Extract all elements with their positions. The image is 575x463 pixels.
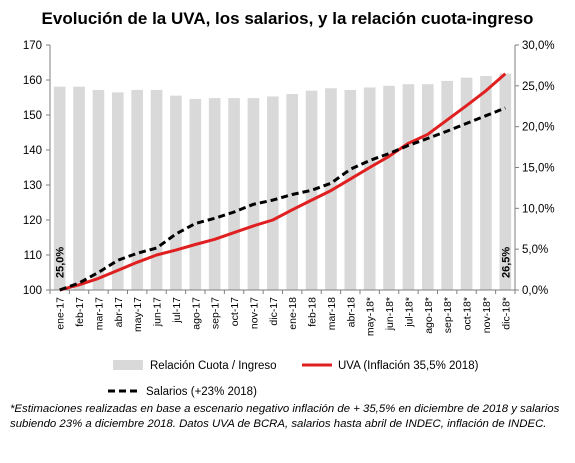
right-axis-tick-label: 10,0% bbox=[522, 203, 555, 215]
bar bbox=[286, 94, 298, 290]
left-axis-tick-label: 140 bbox=[23, 145, 42, 157]
legend-label-bars: Relación Cuota / Ingreso bbox=[150, 360, 277, 372]
bar bbox=[247, 98, 260, 290]
bar bbox=[460, 77, 473, 291]
x-axis-tick-label: jul-17 bbox=[171, 297, 183, 324]
x-axis-tick-label: jun-18* bbox=[384, 297, 396, 331]
bar bbox=[305, 90, 318, 290]
right-axis-tick-label: 15,0% bbox=[522, 163, 555, 175]
x-axis-tick-label: mar-18 bbox=[326, 297, 338, 330]
bar bbox=[112, 92, 124, 290]
bar bbox=[131, 89, 143, 291]
bar-data-label: 26,5% bbox=[500, 247, 512, 278]
salarios-line bbox=[59, 106, 506, 292]
bar bbox=[344, 89, 357, 291]
bar bbox=[422, 84, 434, 290]
right-axis-tick-label: 25,0% bbox=[522, 81, 555, 93]
x-axis-tick-label: oct-18* bbox=[462, 297, 474, 330]
x-axis-tick-label: mar-17 bbox=[93, 297, 105, 330]
x-axis-tick-label: ago-18* bbox=[423, 297, 435, 334]
bar bbox=[267, 96, 279, 290]
x-axis-tick-label: jun-17 bbox=[152, 297, 164, 327]
x-axis-tick-label: abr-17 bbox=[113, 297, 125, 328]
bar bbox=[53, 86, 66, 291]
x-axis-tick-label: sep-17 bbox=[210, 297, 222, 329]
bar bbox=[480, 76, 492, 291]
left-axis-tick-label: 100 bbox=[23, 285, 42, 297]
x-axis-tick-label: jul-18* bbox=[403, 297, 415, 328]
right-axis-tick-label: 5,0% bbox=[522, 244, 548, 256]
x-axis-tick-label: ene-17 bbox=[55, 297, 67, 330]
bar bbox=[499, 73, 512, 290]
left-axis-tick-label: 130 bbox=[23, 180, 42, 192]
uva-line bbox=[59, 72, 507, 292]
footnote: *Estimaciones realizadas en base a escen… bbox=[10, 403, 560, 430]
legend-label-uva: UVA (Inflación 35,5% 2018) bbox=[338, 360, 479, 372]
x-axis-tick-label: dic-17 bbox=[268, 297, 280, 326]
x-axis-tick-label: ago-17 bbox=[190, 297, 202, 330]
x-axis-tick-label: sep-18* bbox=[442, 297, 454, 333]
bar bbox=[383, 85, 395, 290]
left-axis-tick-label: 110 bbox=[24, 250, 42, 262]
chart-title: Evolución de la UVA, los salarios, y la … bbox=[41, 9, 534, 28]
x-axis-tick-label: abr-18 bbox=[345, 297, 357, 328]
right-axis-tick-label: 0,0% bbox=[522, 285, 548, 297]
bar bbox=[402, 84, 415, 290]
bar-data-label: 25,0% bbox=[55, 247, 67, 278]
x-axis-tick-label: oct-17 bbox=[229, 297, 241, 326]
bar bbox=[208, 98, 221, 290]
x-axis-tick-label: feb-17 bbox=[74, 297, 86, 327]
left-axis-tick-label: 160 bbox=[23, 75, 42, 87]
bar bbox=[363, 87, 376, 290]
bar bbox=[92, 89, 105, 291]
x-axis-tick-label: ene-18 bbox=[287, 297, 299, 330]
bar bbox=[189, 98, 202, 291]
legend-swatch-bars bbox=[113, 360, 143, 370]
right-axis-tick-label: 20,0% bbox=[522, 122, 555, 134]
bar bbox=[441, 80, 453, 290]
x-axis-tick-label: feb-18 bbox=[307, 297, 319, 327]
bar bbox=[228, 98, 240, 290]
x-axis-tick-label: nov-17 bbox=[248, 297, 260, 329]
x-axis-tick-label: may-17 bbox=[132, 297, 144, 332]
bar bbox=[170, 95, 182, 290]
bar bbox=[150, 89, 163, 291]
x-axis-tick-label: nov-18* bbox=[481, 297, 493, 333]
left-axis-tick-label: 120 bbox=[23, 215, 42, 227]
left-axis-tick-label: 170 bbox=[23, 40, 42, 52]
legend-label-salarios: Salarios (+23% 2018) bbox=[146, 386, 257, 398]
x-axis-tick-label: dic-18* bbox=[500, 297, 512, 330]
right-axis-tick-label: 30,0% bbox=[522, 40, 555, 52]
x-axis-tick-label: may-18* bbox=[365, 297, 377, 336]
left-axis-tick-label: 150 bbox=[23, 110, 42, 122]
bar bbox=[73, 86, 85, 291]
